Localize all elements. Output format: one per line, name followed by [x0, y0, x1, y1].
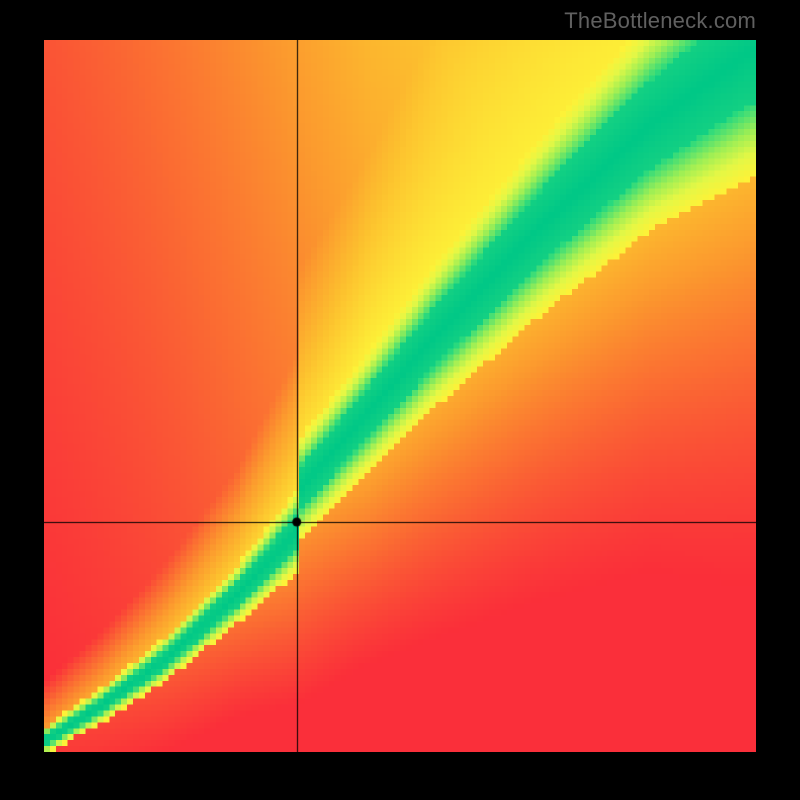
heatmap-canvas — [44, 40, 756, 752]
watermark-text: TheBottleneck.com — [564, 8, 756, 34]
chart-root: TheBottleneck.com — [0, 0, 800, 800]
